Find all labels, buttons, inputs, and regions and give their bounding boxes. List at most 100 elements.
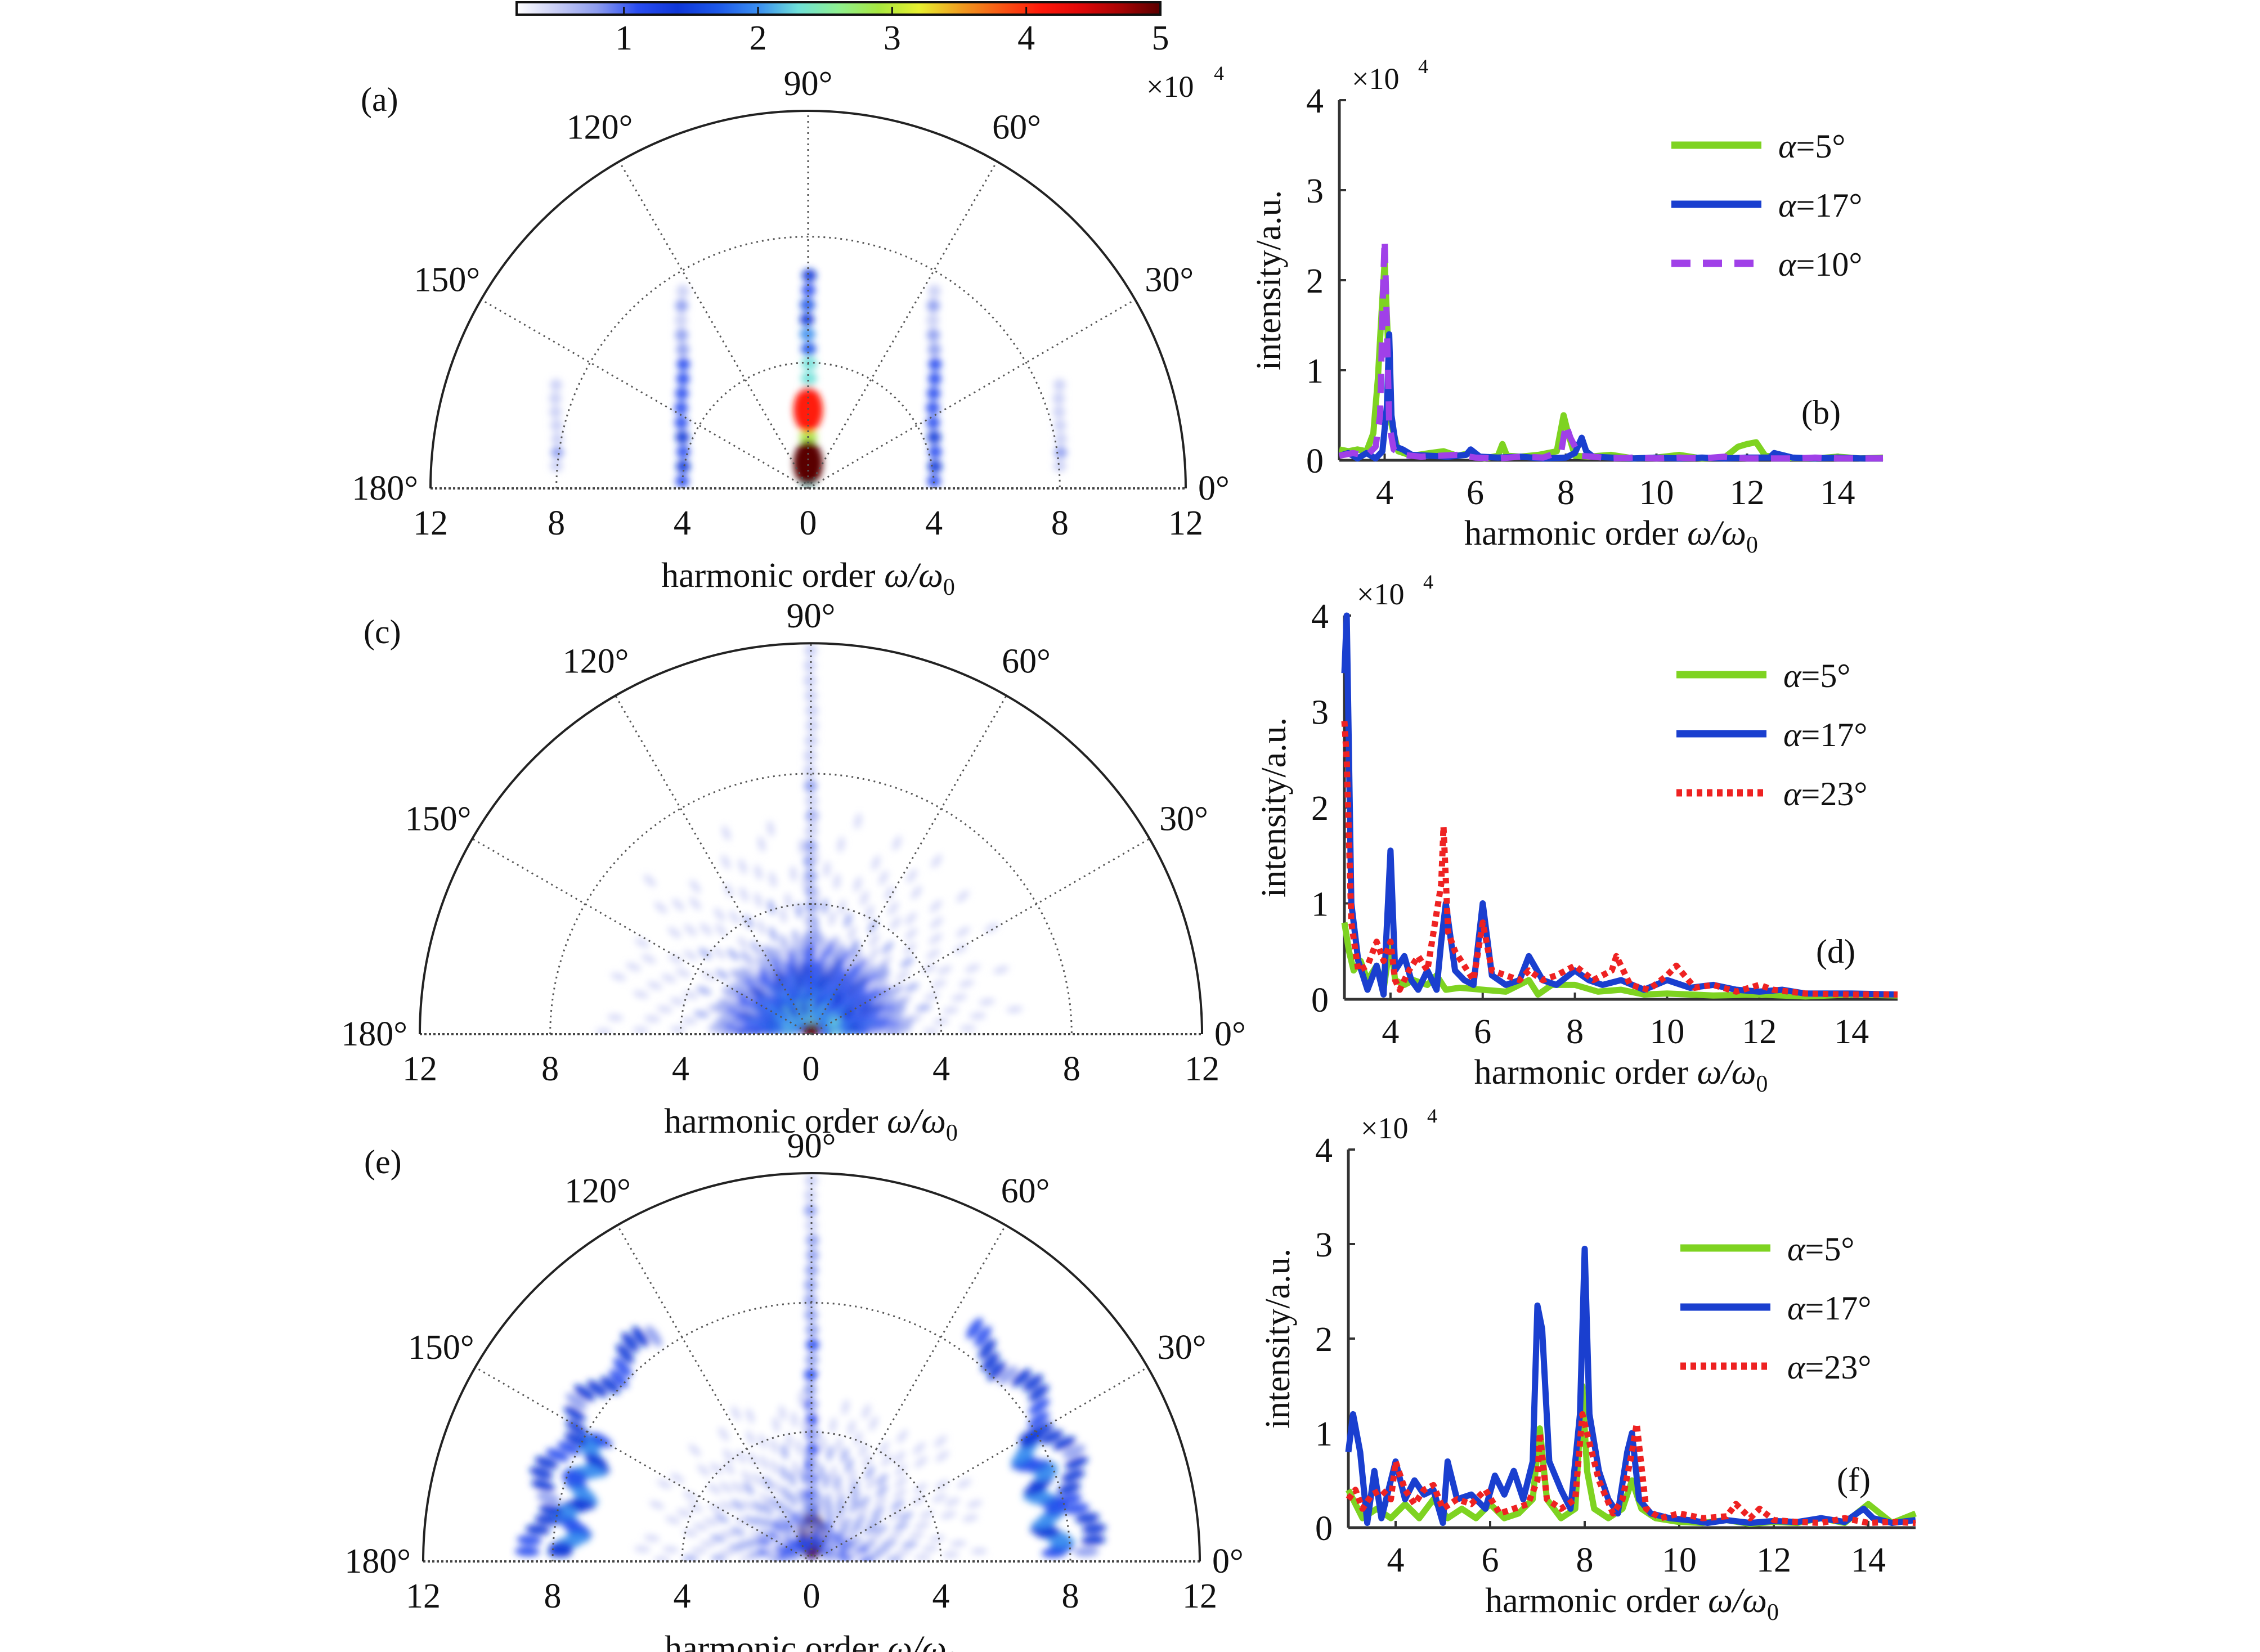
heat-spot <box>913 1483 927 1494</box>
heat-spot <box>676 284 689 298</box>
heat-spot <box>665 1516 681 1524</box>
heat-spot <box>1055 433 1068 445</box>
heat-spot <box>804 674 817 688</box>
heat-spot <box>738 859 747 874</box>
heat-spot <box>550 419 563 432</box>
heat-spot <box>808 940 815 957</box>
heat-spot <box>875 1017 890 1025</box>
heat-spot <box>926 387 941 400</box>
x-axis-label-main: harmonic order <box>1474 1053 1697 1092</box>
radial-tick-label: 8 <box>544 1577 562 1615</box>
heat-spot <box>765 968 777 982</box>
heat-spot <box>1082 1523 1107 1534</box>
heat-spot <box>736 1449 747 1464</box>
heat-spot <box>564 1432 587 1447</box>
radial-tick-label: 12 <box>413 504 448 542</box>
radial-tick-label: 4 <box>674 504 691 542</box>
y-tick-label: 0 <box>1306 442 1324 481</box>
heat-spot <box>675 313 688 327</box>
heat-spot <box>985 904 999 914</box>
heat-spot <box>776 856 784 873</box>
heat-spot <box>867 1533 883 1542</box>
legend-label: α=17° <box>1778 187 1862 224</box>
heat-spot <box>697 1464 710 1476</box>
heat-spot <box>782 936 791 952</box>
heat-spot <box>539 1504 563 1516</box>
heat-spot <box>731 1481 744 1494</box>
y-multiplier-exponent: 4 <box>1427 1105 1437 1127</box>
heat-spot <box>635 938 649 948</box>
heat-spot <box>609 1369 629 1388</box>
radial-tick-label: 4 <box>932 1050 950 1088</box>
heat-spot <box>800 313 814 326</box>
heat-spot <box>549 406 562 418</box>
heat-spot <box>905 912 917 926</box>
heat-spot <box>1053 419 1066 432</box>
heat-spot <box>672 1537 688 1545</box>
polar-grid-circle <box>679 903 943 1035</box>
heat-spot <box>1023 1374 1043 1392</box>
heatmap-blur-layer <box>570 644 1059 1034</box>
x-axis-label-main: harmonic order <box>1464 514 1687 553</box>
heat-spot <box>793 387 823 433</box>
heat-spot <box>877 978 891 989</box>
heat-spot <box>675 299 688 313</box>
heat-spot <box>814 1537 823 1552</box>
heat-spot <box>832 993 844 1007</box>
heat-spot <box>620 1002 636 1009</box>
angle-label: 60° <box>992 108 1041 146</box>
heat-spot <box>651 931 665 942</box>
heat-spot <box>779 1465 788 1480</box>
heat-spot <box>811 1456 819 1472</box>
heat-spot <box>715 969 729 980</box>
heat-spot <box>927 474 941 488</box>
heat-spot <box>813 1529 820 1546</box>
heat-spot <box>822 1474 830 1489</box>
x-tick-label: 6 <box>1467 474 1484 512</box>
heat-spot <box>754 864 763 880</box>
heat-spot <box>803 764 817 778</box>
heat-spot <box>844 912 853 928</box>
radial-tick-label: 4 <box>925 504 943 542</box>
heatmap-layer <box>570 644 1059 1034</box>
heat-spot <box>798 838 805 855</box>
heat-spot <box>811 850 819 866</box>
heat-spot <box>959 1025 976 1032</box>
heat-spot <box>804 1204 817 1218</box>
heat-spot <box>693 1010 710 1018</box>
heat-spot <box>737 980 750 991</box>
x-axis-label: harmonic order ω/ω0 <box>661 556 955 600</box>
heat-spot <box>631 1326 649 1347</box>
heat-spot <box>582 998 599 1006</box>
heat-spot <box>675 968 690 978</box>
heat-spot <box>517 1535 542 1546</box>
heat-spot <box>967 1500 983 1509</box>
heat-spot <box>761 985 774 998</box>
heat-spot <box>879 870 889 886</box>
heat-spot <box>759 1492 770 1506</box>
y-tick-label: 1 <box>1306 352 1324 390</box>
heat-spot <box>749 1529 764 1539</box>
heat-spot <box>804 950 811 967</box>
heat-spot <box>1064 1456 1088 1469</box>
heat-spot <box>804 1382 817 1397</box>
heat-spot <box>839 976 850 990</box>
heat-spot <box>791 963 800 979</box>
heat-spot <box>804 1293 817 1307</box>
x-axis-label-main: harmonic order <box>661 556 884 595</box>
radial-tick-label: 12 <box>1185 1050 1219 1088</box>
heat-spot <box>816 1012 827 1026</box>
heat-spot <box>812 887 820 903</box>
heat-spot <box>607 1014 624 1021</box>
heat-spot <box>854 969 867 982</box>
heat-spot <box>900 957 914 968</box>
heat-spot <box>876 962 889 975</box>
heat-spot <box>801 1419 809 1435</box>
heat-spot <box>866 980 880 991</box>
heat-spot <box>772 1520 784 1533</box>
heat-spot <box>818 1464 825 1480</box>
heat-spot <box>890 1500 905 1510</box>
heat-spot <box>908 1532 924 1539</box>
heat-spot <box>871 1506 885 1518</box>
